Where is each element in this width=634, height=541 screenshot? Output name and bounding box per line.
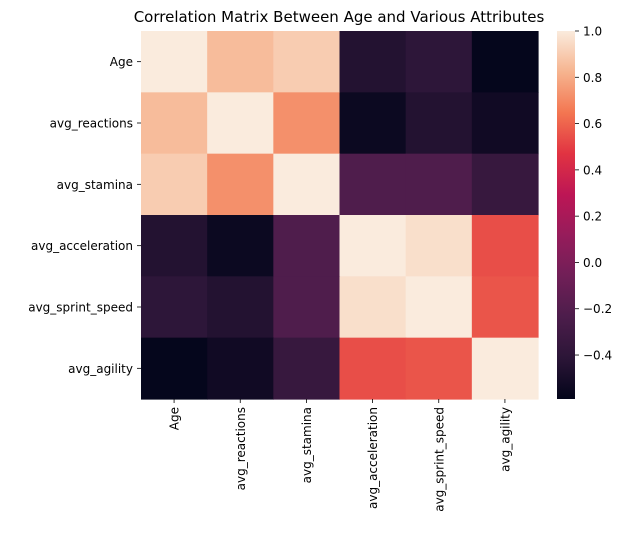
heatmap-cell xyxy=(405,92,473,155)
heatmap-cell xyxy=(141,215,208,277)
colorbar-tick-label: 0.2 xyxy=(583,210,602,224)
colorbar-tick-label: −0.4 xyxy=(583,349,612,363)
x-tick-label: avg_sprint_speed xyxy=(432,407,446,512)
heatmap-cell xyxy=(141,92,208,155)
heatmap-cell xyxy=(471,31,539,93)
heatmap-cell xyxy=(471,92,539,155)
colorbar-tick-label: 1.0 xyxy=(583,25,602,39)
heatmap-cell xyxy=(273,31,341,93)
heatmap-cell xyxy=(273,153,341,216)
heatmap-cell xyxy=(471,337,539,400)
heatmap-cell xyxy=(207,31,274,93)
y-tick-label: avg_stamina xyxy=(57,178,133,192)
colorbar-gradient xyxy=(557,31,575,399)
x-tick-labels: Age avg_reactions avg_stamina avg_accelerat… xyxy=(168,399,512,512)
heatmap-cell xyxy=(273,276,341,339)
x-tick-label: Age xyxy=(168,407,182,430)
heatmap-cell xyxy=(339,31,407,93)
x-tick-label: avg_agility xyxy=(498,407,512,472)
y-tick-label: avg_acceleration xyxy=(31,239,133,253)
heatmap-cell xyxy=(405,276,473,339)
heatmap-cell xyxy=(339,337,407,400)
heatmap-cell xyxy=(405,153,473,216)
y-tick-label: avg_agility xyxy=(68,362,133,376)
heatmap-cell xyxy=(273,215,341,277)
colorbar-tick-label: 0.6 xyxy=(583,117,602,131)
heatmap-cell xyxy=(207,92,274,155)
colorbar: 1.0 0.8 0.6 0.4 0.2 0.0 −0.2 −0.4 xyxy=(557,25,612,399)
heatmap-cell xyxy=(339,153,407,216)
y-tick-label: Age xyxy=(110,55,133,69)
x-tick-label: avg_stamina xyxy=(300,407,314,483)
heatmap-cell xyxy=(339,215,407,277)
heatmap-cell xyxy=(471,215,539,277)
chart-title: Correlation Matrix Between Age and Vario… xyxy=(134,8,545,26)
heatmap-cell xyxy=(405,215,473,277)
heatmap-cell xyxy=(471,276,539,339)
heatmap-cell xyxy=(273,92,341,155)
x-tick-label: avg_reactions xyxy=(234,407,248,490)
heatmap-cell xyxy=(339,92,407,155)
colorbar-tick-label: −0.2 xyxy=(583,302,612,316)
heatmap-cell xyxy=(471,153,539,216)
x-tick-label: avg_acceleration xyxy=(366,407,380,509)
colorbar-tick-label: 0.0 xyxy=(583,256,602,270)
heatmap-cell xyxy=(273,337,341,400)
heatmap-cell xyxy=(207,276,274,339)
colorbar-tick-label: 0.8 xyxy=(583,71,602,85)
heatmap-cell xyxy=(405,31,473,93)
y-tick-label: avg_sprint_speed xyxy=(28,301,133,315)
y-tick-labels: Age avg_reactions avg_stamina avg_accelerat… xyxy=(28,55,141,376)
heatmap-cell xyxy=(141,31,208,93)
heatmap-cell xyxy=(141,276,208,339)
heatmap-cell xyxy=(141,337,208,400)
heatmap-cell xyxy=(339,276,407,339)
heatmap-cell xyxy=(405,337,473,400)
y-tick-label: avg_reactions xyxy=(50,117,133,131)
colorbar-tick-label: 0.4 xyxy=(583,163,602,177)
heatmap-cell xyxy=(207,337,274,400)
heatmap-cell xyxy=(207,215,274,277)
heatmap-cells xyxy=(141,31,539,400)
heatmap-cell xyxy=(207,153,274,216)
heatmap-cell xyxy=(141,153,208,216)
